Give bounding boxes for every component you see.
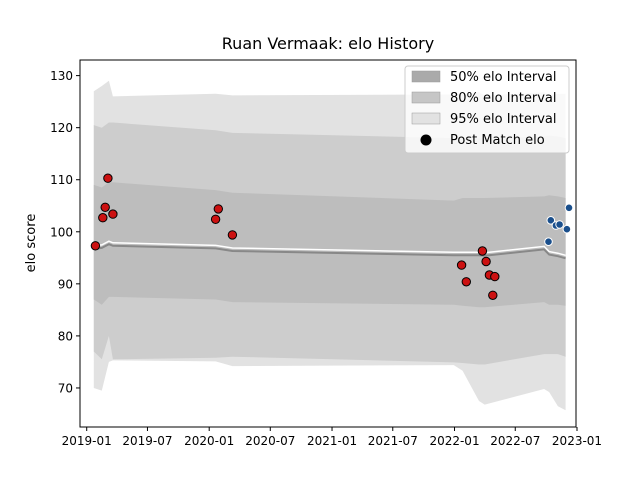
mean-lines bbox=[93, 240, 566, 260]
match-point-0-4 bbox=[108, 209, 118, 219]
match-point-1-4 bbox=[562, 224, 572, 234]
match-point-1-1 bbox=[546, 216, 556, 225]
y-tick-label-120: 120 bbox=[50, 121, 73, 135]
mean-line-white bbox=[93, 240, 566, 257]
legend: 50% elo Interval 80% elo Interval 95% elo … bbox=[404, 65, 570, 154]
match-point-0-11 bbox=[481, 256, 491, 267]
x-tick-label-2019-07: 2019-07 bbox=[122, 434, 172, 448]
match-point-0-10 bbox=[477, 246, 488, 256]
match-point-0-3 bbox=[103, 173, 113, 183]
x-tick-label-2021-07: 2021-07 bbox=[368, 434, 418, 448]
mean-line-gray bbox=[93, 243, 566, 260]
legend-label-2: 95% elo Interval bbox=[450, 112, 557, 127]
band-50 bbox=[93, 182, 566, 308]
legend-swatch-1 bbox=[411, 91, 441, 104]
legend-label-3: Post Match elo bbox=[450, 133, 545, 148]
x-tick-label-2019-01: 2019-01 bbox=[62, 434, 112, 448]
match-point-0-5 bbox=[210, 214, 221, 225]
y-tick-label-110: 110 bbox=[50, 173, 73, 187]
match-point-0-8 bbox=[456, 260, 467, 270]
y-tick-label-80: 80 bbox=[58, 329, 73, 343]
x-tick-label-2022-01: 2022-01 bbox=[429, 434, 479, 448]
x-tick-label-2021-01: 2021-01 bbox=[307, 434, 357, 448]
match-point-0-14 bbox=[490, 271, 500, 282]
match-point-0-9 bbox=[461, 277, 471, 287]
y-axis-label: elo score bbox=[24, 214, 39, 273]
y-tick-label-90: 90 bbox=[58, 277, 73, 291]
legend-swatch-2 bbox=[411, 112, 441, 125]
match-point-1-3 bbox=[555, 220, 564, 229]
y-tick-label-100: 100 bbox=[50, 225, 73, 239]
match-point-0-6 bbox=[213, 204, 224, 214]
match-point-1-5 bbox=[564, 203, 574, 213]
legend-label-0: 50% elo Interval bbox=[450, 70, 557, 85]
axes: 70 80 90 100 110 120 130 2019-01 2019-07 2020-01 2… bbox=[50, 59, 602, 448]
match-point-0-1 bbox=[98, 213, 108, 223]
match-point-0-13 bbox=[488, 290, 498, 300]
y-tick-label-130: 130 bbox=[50, 69, 73, 83]
match-points bbox=[90, 173, 574, 300]
legend-label-1: 80% elo Interval bbox=[450, 91, 557, 106]
y-tick-label-70: 70 bbox=[58, 381, 73, 395]
x-tick-label-2023-01: 2023-01 bbox=[552, 434, 602, 448]
x-tick-label-2022-07: 2022-07 bbox=[490, 434, 540, 448]
match-point-0-0 bbox=[90, 241, 101, 251]
match-point-1-0 bbox=[544, 237, 553, 246]
x-tick-label-2020-01: 2020-01 bbox=[184, 434, 234, 448]
chart-title: Ruan Vermaak: elo History bbox=[222, 34, 434, 53]
legend-marker-3 bbox=[420, 134, 432, 146]
legend-swatch-0 bbox=[411, 70, 441, 83]
plot-frame bbox=[79, 59, 577, 428]
match-point-0-2 bbox=[100, 202, 110, 213]
x-tick-label-2020-07: 2020-07 bbox=[245, 434, 295, 448]
confidence-bands bbox=[93, 80, 566, 411]
match-point-0-7 bbox=[227, 230, 238, 240]
legend-box bbox=[404, 65, 570, 154]
